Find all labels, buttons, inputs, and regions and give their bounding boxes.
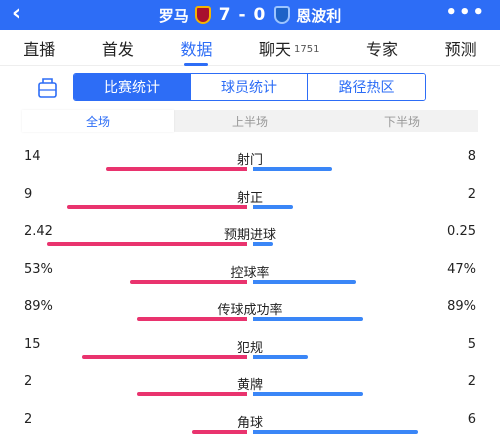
away-stat-value: 6	[467, 411, 476, 427]
home-stat-value: 53%	[24, 261, 53, 277]
away-stat-bar	[253, 204, 293, 209]
pitch-view-icon[interactable]	[36, 76, 60, 100]
home-stat-value: 15	[24, 336, 41, 352]
away-stat-value: 2	[467, 186, 476, 202]
stat-label: 控球率	[230, 265, 270, 281]
segment-match-stats[interactable]: 比赛统计	[74, 74, 191, 100]
main-tabs: 直播 首发 数据 聊天 1751 专家 预测	[0, 30, 500, 66]
home-stat-value: 9	[24, 186, 33, 202]
home-stat-value: 89%	[24, 299, 53, 314]
stats-list: 14 射门 8 9 射正 2 2.42 预期进球 0.25 53% 控球率 47% 89% 传球成功率 89…	[0, 140, 500, 440]
period-selector: 全场 上半场 下半场	[22, 110, 478, 132]
stat-label: 传球成功率	[217, 303, 283, 318]
stat-label: 射门	[236, 153, 263, 168]
stat-row: 2 角球 6	[0, 403, 500, 440]
away-team-crest-icon	[274, 6, 291, 24]
tab-lineup[interactable]: 首发	[102, 30, 134, 66]
tab-label: 首发	[101, 39, 134, 59]
away-stat-bar	[253, 279, 356, 284]
away-stat-value: 2	[467, 374, 476, 389]
back-arrow-icon[interactable]: ‹	[12, 1, 22, 26]
stat-row: 2 黄牌 2	[0, 365, 500, 403]
stat-label: 黄牌	[236, 378, 263, 393]
tab-label: 数据	[180, 39, 213, 59]
tab-data[interactable]: 数据	[180, 30, 212, 66]
stat-label: 角球	[236, 415, 263, 431]
away-stat-bar	[253, 317, 363, 321]
segment-player-stats[interactable]: 球员统计	[191, 74, 308, 100]
more-options-icon[interactable]: •••	[445, 2, 486, 23]
away-stat-value: 47%	[447, 261, 476, 277]
home-stat-value: 14	[24, 149, 41, 164]
tab-experts[interactable]: 专家	[366, 30, 398, 66]
match-summary: 罗马 7 - 0 恩波利	[0, 0, 500, 30]
stat-label: 射正	[236, 190, 263, 206]
period-second-half[interactable]: 下半场	[383, 114, 420, 129]
tab-prediction[interactable]: 预测	[445, 30, 477, 66]
stat-label: 预期进球	[223, 228, 276, 243]
stat-row: 2.42 预期进球 0.25	[0, 215, 500, 253]
tab-live[interactable]: 直播	[23, 30, 55, 66]
match-header: ‹ 罗马 7 - 0 恩波利 •••	[0, 0, 500, 30]
away-stat-value: 8	[467, 149, 476, 164]
home-stat-value: 2	[24, 374, 33, 389]
tab-label: 聊天	[259, 39, 292, 59]
stat-row: 9 射正 2	[0, 178, 500, 216]
tab-label: 专家	[366, 39, 399, 59]
home-stat-bar	[67, 204, 247, 209]
away-stat-value: 0.25	[447, 224, 476, 239]
stat-row: 15 犯规 5	[0, 328, 500, 366]
stat-row: 53% 控球率 47%	[0, 253, 500, 291]
away-stat-bar	[253, 392, 363, 396]
tab-label: 直播	[23, 39, 56, 59]
tab-chat[interactable]: 聊天 1751	[259, 30, 319, 66]
home-stat-bar	[137, 392, 247, 396]
period-first-half[interactable]: 上半场	[231, 114, 268, 129]
home-stat-value: 2.42	[24, 224, 53, 239]
stat-label: 犯规	[236, 340, 263, 356]
segment-heat-zones[interactable]: 路径热区	[308, 74, 425, 100]
home-team-crest-icon	[194, 6, 211, 24]
match-score: 7 - 0	[218, 5, 267, 25]
away-stat-value: 5	[467, 336, 476, 352]
chat-count-badge: 1751	[294, 44, 320, 55]
home-stat-bar	[192, 429, 247, 434]
home-stat-bar	[130, 279, 247, 284]
tab-label: 预测	[444, 39, 477, 59]
home-team-name: 罗马	[158, 6, 189, 25]
away-stat-bar	[253, 429, 418, 434]
stats-segment-control: 比赛统计 球员统计 路径热区	[73, 73, 426, 101]
period-full-time[interactable]: 全场	[22, 110, 174, 132]
home-stat-bar	[47, 242, 247, 246]
away-team-name: 恩波利	[296, 6, 342, 25]
home-stat-bar	[82, 354, 247, 359]
away-stat-bar	[253, 354, 308, 359]
away-stat-bar	[253, 167, 332, 171]
away-stat-value: 89%	[447, 299, 476, 314]
home-stat-bar	[106, 167, 247, 171]
away-stat-bar	[253, 242, 273, 246]
home-stat-value: 2	[24, 411, 33, 427]
stat-row: 89% 传球成功率 89%	[0, 290, 500, 328]
stat-row: 14 射门 8	[0, 140, 500, 178]
home-stat-bar	[137, 317, 247, 321]
